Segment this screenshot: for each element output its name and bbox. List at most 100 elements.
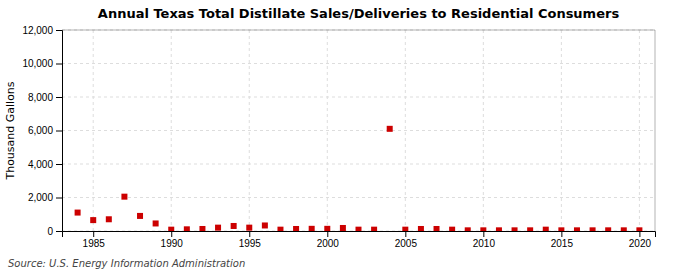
point [418,226,424,231]
point [75,210,81,216]
x-axis-tick-mark [561,231,562,237]
y-axis-tick: 12,000 [22,25,62,36]
x-axis-tick-label: 1985 [83,238,106,249]
grid-line-y [62,30,655,31]
point [356,227,362,231]
grid-line-y [62,197,655,198]
y-axis-tick-label: 8,000 [28,92,53,103]
point [184,226,190,231]
grid-line-y [62,97,655,98]
x-axis-tick-mark [405,231,406,237]
point [621,227,627,231]
point [527,227,533,231]
y-axis-tick-label: 4,000 [28,159,53,170]
y-axis: 0 2,000 4,000 6,000 8,000 10,000 12,000 [22,25,62,237]
y-axis-tick: 10,000 [22,58,62,69]
point [340,225,346,231]
grid-line-y [62,63,655,64]
plot: 1985 1990 1995 2000 2005 2010 2015 2020 0 2,000 4,… [22,25,655,249]
x-axis-tick-label: 2000 [317,238,340,249]
y-axis-line [56,31,63,232]
point [605,227,611,231]
y-axis-tick-mark [56,231,62,232]
point [293,226,299,231]
x-axis-tick: 1990 [161,231,184,249]
x-axis-tick-label: 2005 [395,238,418,249]
point [543,227,549,231]
y-axis-tick: 4,000 [28,159,62,170]
x-axis-tick: 2005 [395,231,418,249]
y-axis-tick: 0 [47,226,62,237]
frame-top [62,30,655,31]
point [371,227,377,231]
x-axis-tick: 2010 [473,231,496,249]
y-axis-tick-label: 12,000 [22,25,53,36]
y-axis-tick: 6,000 [28,125,62,136]
point [434,226,440,231]
point [231,223,237,229]
y-axis-tick-mark [56,131,62,132]
title: Annual Texas Total Distillate Sales/Deli… [98,6,620,21]
point [121,194,127,200]
x-axis-tick-label: 2015 [551,238,574,249]
point [465,227,471,231]
point [262,222,268,228]
point [574,227,580,231]
point [199,226,205,231]
point [246,225,252,231]
points [75,126,643,231]
point [90,217,96,223]
y-axis-tick-mark [56,64,62,65]
point [636,227,642,231]
x-axis: 1985 1990 1995 2000 2005 2010 2015 2020 [63,231,656,249]
x-axis-tick-label: 1990 [161,238,184,249]
grid-line-y [62,164,655,165]
x-axis-tick-mark [93,231,94,237]
y-axis-tick-label: 2,000 [28,192,53,203]
x-axis-tick-label: 2010 [473,238,496,249]
x-axis-tick: 1985 [83,231,106,249]
point [590,227,596,231]
point [309,226,315,231]
x-axis-tick-mark [171,231,172,237]
point [137,213,143,219]
frame-right [655,30,656,231]
y-axis-tick-mark [56,30,62,31]
y-axis-tick-mark [56,164,62,165]
x-axis-tick-mark [483,231,484,237]
point [153,220,159,226]
y-axis-tick-label: 0 [47,226,53,237]
point [324,226,330,231]
grid [62,30,655,231]
grid-line-y [62,130,655,131]
point [215,225,221,231]
x-axis-tick-label: 2020 [629,238,652,249]
y-axis-tick-label: 10,000 [22,58,53,69]
y-axis-tick-mark [56,97,62,98]
y-axis-tick: 2,000 [28,192,62,203]
y-axis-title: Thousand Gallons [4,81,17,180]
y-axis-tick-mark [56,198,62,199]
point [558,227,564,231]
x-axis-tick: 1995 [239,231,262,249]
point [168,227,174,231]
y-axis-tick-label: 6,000 [28,125,53,136]
x-axis-tick: 2000 [317,231,340,249]
point [449,227,455,231]
y-axis-tick: 8,000 [28,92,62,103]
x-axis-tick: 2020 [629,231,652,249]
point [512,227,518,231]
point [480,227,486,231]
point [387,126,393,132]
chart: 1985 1990 1995 2000 2005 2010 2015 2020 0 2,000 4,… [0,0,675,275]
point [106,216,112,222]
point [277,227,283,231]
x-axis-tick-label: 1995 [239,238,262,249]
x-axis-tick: 2015 [551,231,574,249]
x-axis-tick-mark [327,231,328,237]
annotation: Source: U.S. Energy Information Administ… [8,258,245,269]
point [496,227,502,231]
x-axis-tick-mark [639,231,640,237]
point [402,227,408,231]
x-axis-line [63,232,656,238]
